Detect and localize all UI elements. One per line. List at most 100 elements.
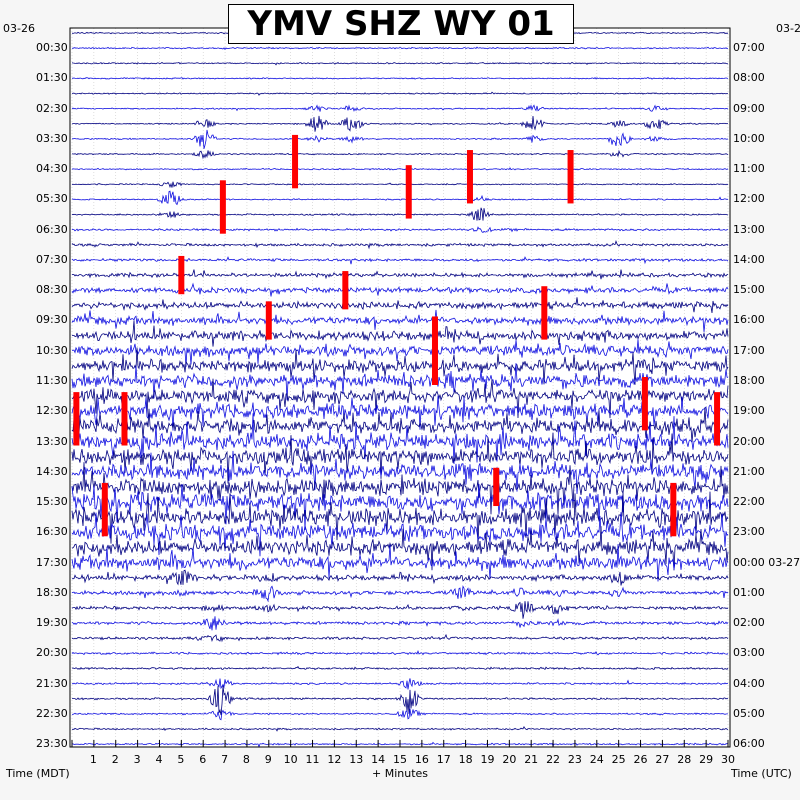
- right-time-label: 18:00: [733, 373, 765, 387]
- right-time-label: 15:00: [733, 283, 765, 297]
- right-time-label: 11:00: [733, 162, 765, 176]
- left-time-label: 03:30: [36, 131, 68, 145]
- x-tick-label: 10: [283, 753, 298, 766]
- trace-line: [71, 708, 728, 721]
- left-time-label: 04:30: [36, 162, 68, 176]
- right-time-label: 19:00: [733, 404, 765, 418]
- trace-line: [71, 665, 729, 671]
- trace-line: [71, 297, 729, 314]
- right-time-label: 02:00: [733, 616, 765, 630]
- left-time-label: 10:30: [36, 343, 68, 357]
- right-time-label: 13:00: [733, 222, 765, 236]
- clipped-event: [567, 150, 574, 204]
- left-time-label: 17:30: [36, 555, 68, 569]
- x-tick-label: 23: [567, 753, 582, 766]
- x-tick-label: 22: [546, 753, 561, 766]
- x-tick-label: 7: [221, 753, 229, 766]
- clipped-event: [641, 376, 648, 431]
- left-time-label: 02:30: [36, 101, 68, 115]
- left-time-label: 13:30: [36, 434, 68, 448]
- x-tick-label: 12: [327, 753, 342, 766]
- left-time-label: 12:30: [36, 404, 68, 418]
- left-time-label: 08:30: [36, 283, 68, 297]
- right-time-label: 09:00: [733, 101, 765, 115]
- x-tick-label: 8: [242, 753, 250, 766]
- x-tick-label: 9: [264, 753, 272, 766]
- trace-line: [71, 378, 729, 419]
- trace-line: [71, 190, 728, 206]
- right-time-label: 01:00: [733, 585, 765, 599]
- right-time-label: 12:00: [733, 192, 765, 206]
- trace-line: [71, 407, 729, 443]
- clipped-event: [714, 392, 721, 446]
- right-time-label: 04:00: [733, 676, 765, 690]
- x-tick-label: 18: [458, 753, 473, 766]
- left-time-label: 11:30: [36, 373, 68, 387]
- trace-line: [71, 544, 729, 582]
- trace-line: [72, 181, 729, 189]
- trace-line: [71, 226, 729, 234]
- trace-line: [71, 601, 729, 619]
- trace-line: [71, 413, 729, 465]
- clipped-event: [466, 150, 473, 204]
- clipped-event: [219, 180, 226, 234]
- left-time-label: 21:30: [36, 676, 68, 690]
- trace-line: [72, 149, 729, 160]
- trace-line: [72, 685, 729, 716]
- x-tick-label: 24: [589, 753, 604, 766]
- clipped-event: [405, 165, 412, 219]
- right-time-label: 17:00: [733, 343, 765, 357]
- right-time-label: 03:00: [733, 646, 765, 660]
- x-tick-label: 16: [414, 753, 429, 766]
- right-time-label: 08:00: [733, 71, 765, 85]
- x-tick-label: 2: [111, 753, 119, 766]
- trace-line: [71, 432, 729, 484]
- left-time-label: 09:30: [36, 313, 68, 327]
- right-time-label: 14:00: [733, 252, 765, 266]
- trace-line: [71, 633, 729, 643]
- x-tick-label: 13: [349, 753, 364, 766]
- x-tick-label: 21: [524, 753, 539, 766]
- clipped-event: [73, 392, 80, 446]
- clipped-event: [493, 467, 500, 507]
- chart-title: YMV SHZ WY 01: [228, 4, 574, 44]
- left-time-label: 16:30: [36, 525, 68, 539]
- right-time-label: 20:00: [733, 434, 765, 448]
- left-time-label: 00:30: [36, 41, 68, 55]
- trace-line: [71, 167, 729, 171]
- x-tick-label: 25: [611, 753, 626, 766]
- trace-line: [71, 450, 729, 495]
- left-time-label: 20:30: [36, 646, 68, 660]
- right-time-label: 21:00: [733, 464, 765, 478]
- right-time-label: 06:00: [733, 737, 765, 751]
- x-tick-label: 27: [655, 753, 670, 766]
- left-time-label: 15:30: [36, 495, 68, 509]
- left-date-label: 03-26: [3, 22, 35, 35]
- right-time-label: 22:00: [733, 495, 765, 509]
- trace-line: [72, 129, 729, 149]
- clipped-segments: [73, 134, 721, 537]
- x-tick-label: 4: [155, 753, 163, 766]
- right-date-label-top: 03-2: [776, 22, 800, 35]
- x-tick-label: 20: [502, 753, 517, 766]
- x-tick-label: 6: [199, 753, 207, 766]
- trace-line: [71, 363, 729, 401]
- trace-line: [71, 104, 729, 112]
- x-tick-label: 30: [721, 753, 735, 766]
- trace-line: [71, 61, 729, 66]
- clipped-event: [670, 482, 677, 537]
- x-tick-label: 14: [371, 753, 386, 766]
- x-tick-label: 29: [699, 753, 714, 766]
- right-time-label: 05:00: [733, 706, 765, 720]
- x-tick-label: 1: [89, 753, 97, 766]
- trace-line: [72, 339, 729, 367]
- trace-line: [71, 526, 729, 571]
- x-tick-label: 19: [480, 753, 495, 766]
- trace-line: [71, 483, 729, 531]
- right-time-label: 07:00: [733, 41, 765, 55]
- x-tick-label: 17: [436, 753, 451, 766]
- clipped-event: [342, 271, 349, 310]
- right-time-label: 23:00: [733, 525, 765, 539]
- left-time-label: 05:30: [36, 192, 68, 206]
- left-axis-title: Time (MDT): [6, 767, 70, 780]
